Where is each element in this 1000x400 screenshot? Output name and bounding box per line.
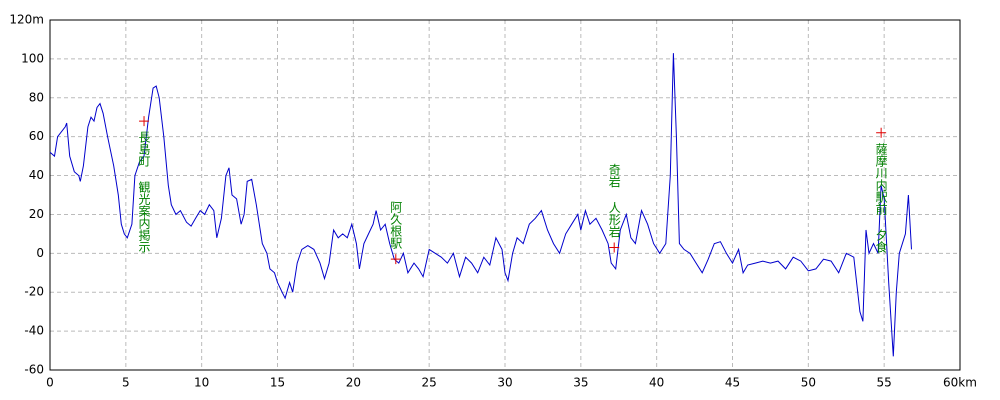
y-tick-label: 60 [29,129,44,143]
y-tick-label: 120m [9,13,44,27]
y-tick-label: 100 [21,51,44,65]
x-tick-label: 35 [573,376,588,390]
x-tick-label: 60km [943,376,977,390]
annotation: 薩摩川内駅前 夕食 [874,142,888,252]
x-tick-label: 20 [346,376,361,390]
x-tick-label: 15 [270,376,285,390]
y-tick-label: -40 [24,324,44,338]
elevation-line [49,53,912,357]
x-tick-label: 0 [46,376,54,390]
x-tick-label: 30 [497,376,512,390]
annotation: 阿久根駅 [389,201,403,250]
marker [876,127,887,138]
x-tick-label: 50 [801,376,816,390]
y-tick-label: 20 [29,207,44,221]
y-tick-label: 40 [29,168,44,182]
plot-frame [49,19,961,371]
x-tick-label: 5 [122,376,130,390]
marker [390,254,401,265]
annotation: 長島町 観光案内掲示 [137,131,151,253]
y-tick-label: 80 [29,90,44,104]
y-tick-label: -20 [24,285,44,299]
y-tick-label: 0 [36,246,44,260]
x-tick-label: 25 [422,376,437,390]
y-tick-label: -60 [24,363,44,377]
x-tick-label: 45 [725,376,740,390]
marker [139,116,150,127]
x-tick-label: 55 [877,376,892,390]
x-tick-label: 40 [649,376,664,390]
x-tick-label: 10 [194,376,209,390]
marker [609,242,620,253]
annotation: 奇岩 人形岩 [607,163,621,237]
